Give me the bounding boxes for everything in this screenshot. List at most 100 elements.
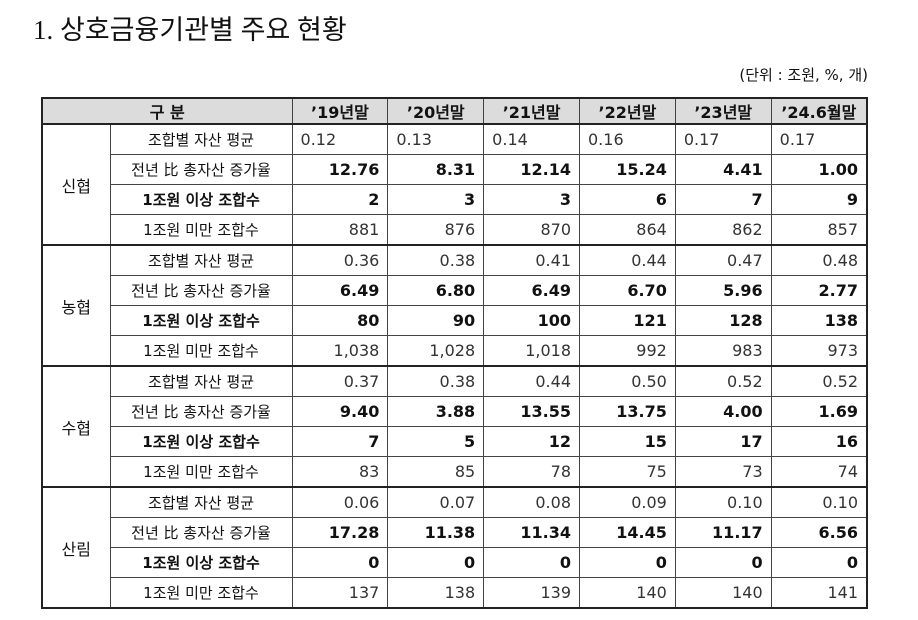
- group-label: 수협: [41, 365, 111, 488]
- value-cell: 7: [674, 184, 772, 215]
- row-label: 1조원 미만 조합수: [109, 577, 293, 609]
- value-cell: 15: [579, 426, 676, 457]
- table-row: 농협 조합별 자산 평균 0.36 0.38 0.41 0.44 0.47 0.48: [41, 244, 868, 367]
- table-row: 1조원 이상 조합수 2 3 3 6 7 9: [42, 184, 868, 215]
- value-cell: 3: [483, 184, 580, 215]
- value-cell: 0.09: [579, 486, 676, 518]
- header-cell: ’21년말: [483, 97, 580, 125]
- table-row: 전년 比 총자산 증가율 17.28 11.38 11.34 14.45 11.17 6.5…: [42, 517, 868, 548]
- value-cell: 3.88: [387, 396, 485, 427]
- value-cell: 100: [483, 305, 580, 336]
- value-cell: 4.00: [674, 396, 772, 427]
- value-cell: 12.76: [291, 154, 389, 185]
- row-label: 전년 比 총자산 증가율: [109, 396, 293, 427]
- row-label: 조합별 자산 평균: [109, 123, 293, 155]
- value-cell: 983: [674, 335, 772, 367]
- value-cell: 0.14: [483, 123, 580, 155]
- header-cell: ’23년말: [674, 97, 772, 125]
- table-row: 수협 조합별 자산 평균 0.37 0.38 0.44 0.50 0.52 0.52: [41, 365, 868, 488]
- title: 1. 상호금융기관별 주요 현황: [33, 15, 347, 45]
- value-cell: 9.40: [291, 396, 389, 427]
- value-cell: 1,038: [291, 335, 389, 367]
- value-cell: 2: [291, 184, 389, 215]
- unit-note: (단위 : 조원, %, 개): [739, 66, 868, 84]
- row-label: 조합별 자산 평균: [109, 244, 293, 276]
- value-cell: 0.52: [674, 365, 772, 397]
- value-cell: 0.47: [674, 244, 772, 276]
- value-cell: 90: [387, 305, 485, 336]
- value-cell: 74: [770, 456, 868, 488]
- value-cell: 1.00: [770, 154, 868, 185]
- value-cell: 83: [291, 456, 389, 488]
- value-cell: 0.08: [483, 486, 580, 518]
- row-label: 1조원 미만 조합수: [109, 456, 293, 488]
- value-cell: 864: [579, 214, 676, 246]
- value-cell: 5: [387, 426, 485, 457]
- table-row: 1조원 미만 조합수 881 876 870 864 862 857: [42, 214, 868, 246]
- value-cell: 85: [387, 456, 485, 488]
- value-cell: 6.70: [579, 275, 676, 306]
- value-cell: 881: [291, 214, 389, 246]
- value-cell: 1,028: [387, 335, 485, 367]
- table-row: 전년 比 총자산 증가율 9.40 3.88 13.55 13.75 4.00 1.69: [42, 396, 868, 427]
- value-cell: 6.56: [770, 517, 868, 548]
- value-cell: 0.06: [291, 486, 389, 518]
- value-cell: 11.34: [483, 517, 580, 548]
- value-cell: 80: [291, 305, 389, 336]
- value-cell: 973: [770, 335, 868, 367]
- value-cell: 128: [674, 305, 772, 336]
- value-cell: 138: [770, 305, 868, 336]
- value-cell: 5.96: [674, 275, 772, 306]
- value-cell: 0.38: [387, 365, 485, 397]
- value-cell: 12: [483, 426, 580, 457]
- row-label: 1조원 이상 조합수: [109, 184, 293, 215]
- value-cell: 15.24: [579, 154, 676, 185]
- table-row: 1조원 이상 조합수 7 5 12 15 17 16: [42, 426, 868, 457]
- table-row: 전년 比 총자산 증가율 6.49 6.80 6.49 6.70 5.96 2.77: [42, 275, 868, 306]
- header-cell: ’20년말: [387, 97, 485, 125]
- value-cell: 0.48: [770, 244, 868, 276]
- value-cell: 0: [579, 547, 676, 578]
- header-cell: 구 분: [41, 97, 293, 125]
- table-row: 신협 조합별 자산 평균 0.12 0.13 0.14 0.16 0.17 0.17: [41, 123, 868, 246]
- value-cell: 0: [770, 547, 868, 578]
- value-cell: 1,018: [483, 335, 580, 367]
- row-label: 1조원 이상 조합수: [109, 426, 293, 457]
- value-cell: 137: [291, 577, 389, 609]
- row-label: 조합별 자산 평균: [109, 365, 293, 397]
- row-label: 1조원 이상 조합수: [109, 305, 293, 336]
- value-cell: 0.36: [291, 244, 389, 276]
- table-row: 1조원 미만 조합수 137 138 139 140 140 141: [42, 577, 868, 609]
- value-cell: 857: [770, 214, 868, 246]
- value-cell: 0.07: [387, 486, 485, 518]
- row-label: 조합별 자산 평균: [109, 486, 293, 518]
- row-label: 전년 比 총자산 증가율: [109, 517, 293, 548]
- value-cell: 0.52: [770, 365, 868, 397]
- value-cell: 0.10: [770, 486, 868, 518]
- header-cell: ’19년말: [291, 97, 389, 125]
- header-cell: ’24.6월말: [770, 97, 868, 125]
- value-cell: 138: [387, 577, 485, 609]
- value-cell: 11.17: [674, 517, 772, 548]
- value-cell: 75: [579, 456, 676, 488]
- value-cell: 8.31: [387, 154, 485, 185]
- header-row: 구 분 ’19년말 ’20년말 ’21년말 ’22년말 ’23년말 ’24.6월말: [41, 97, 868, 125]
- value-cell: 9: [770, 184, 868, 215]
- value-cell: 0.13: [387, 123, 485, 155]
- value-cell: 0.44: [579, 244, 676, 276]
- value-cell: 876: [387, 214, 485, 246]
- value-cell: 0: [387, 547, 485, 578]
- data-table: 구 분 ’19년말 ’20년말 ’21년말 ’22년말 ’23년말 ’24.6월말 신협 조합…: [41, 97, 868, 609]
- value-cell: 862: [674, 214, 772, 246]
- value-cell: 870: [483, 214, 580, 246]
- header-cell: ’22년말: [579, 97, 676, 125]
- value-cell: 140: [579, 577, 676, 609]
- value-cell: 0.50: [579, 365, 676, 397]
- table-row: 1조원 미만 조합수 83 85 78 75 73 74: [42, 456, 868, 488]
- value-cell: 0: [674, 547, 772, 578]
- value-cell: 17: [674, 426, 772, 457]
- value-cell: 0.17: [770, 123, 868, 155]
- group-label: 농협: [41, 244, 111, 367]
- value-cell: 11.38: [387, 517, 485, 548]
- group-label: 산림: [41, 486, 111, 609]
